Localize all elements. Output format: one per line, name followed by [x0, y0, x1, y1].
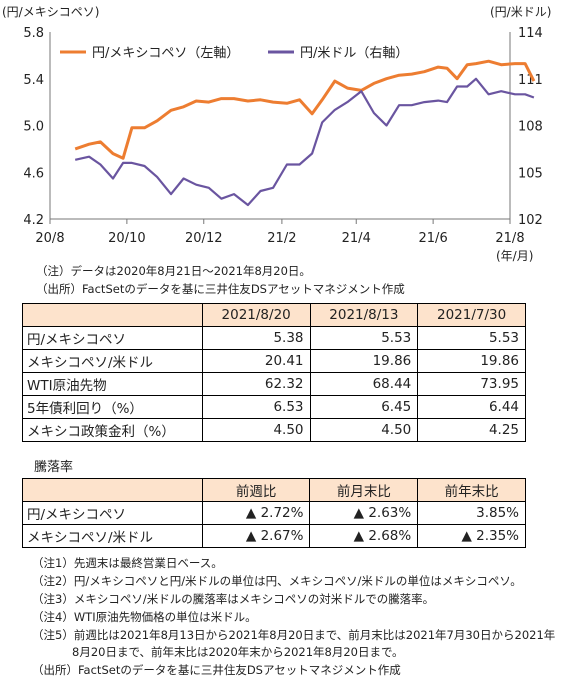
table-header-row: 前週比 前月末比 前年末比: [22, 478, 526, 502]
note-source-bottom: （出所）FactSetのデータを基に三井住友DSアセットマネジメント作成: [32, 663, 401, 677]
table-header-row: 2021/8/20 2021/8/13 2021/7/30: [22, 303, 526, 327]
x-tick-label: 21/8: [495, 231, 524, 246]
row-label: WTI原油先物: [22, 372, 203, 396]
line-chart: 4.2 4.6 5.0 5.4 5.8 102 105 108 111 114 20/8 20/10 2…: [23, 26, 543, 246]
table-header-cell: 2021/8/20: [201, 303, 311, 327]
x-tick-label: 20/10: [108, 231, 145, 246]
table-cell: 5.38: [201, 326, 311, 350]
y-left-tick-label: 5.8: [23, 26, 44, 41]
note-3: （注3）メキシコペソ/米ドルの騰落率はメキシコペソの対米ドルでの騰落率。: [32, 592, 435, 606]
table-cell: 73.95: [417, 372, 526, 396]
table-header-cell: 前月末比: [309, 478, 419, 502]
x-tick-label: 20/8: [35, 231, 64, 246]
y-left-tick-label: 4.2: [23, 213, 44, 228]
x-tick-label: 20/12: [185, 231, 222, 246]
series-mxn-jpy-line: [74, 59, 536, 160]
note-2: （注2）円/メキシコペソと円/米ドルの単位は円、メキシコペソ/米ドルの単位はメキ…: [32, 574, 522, 588]
table-header-cell: 2021/8/13: [309, 303, 419, 327]
table-cell: ▲ 2.72%: [201, 501, 311, 525]
table-cell: 4.50: [201, 418, 311, 442]
table-cell: 6.45: [309, 395, 419, 419]
table-row: メキシコ政策金利（%） 4.50 4.50 4.25: [22, 418, 526, 442]
table-cell: 4.25: [417, 418, 526, 442]
row-label: メキシコ政策金利（%）: [22, 418, 203, 442]
table-row: 円/メキシコペソ ▲ 2.72% ▲ 2.63% 3.85%: [22, 501, 526, 525]
x-axis-unit: (年/月): [496, 249, 534, 263]
row-label: 円/メキシコペソ: [22, 326, 203, 350]
change-rate-title: 騰落率: [34, 460, 74, 475]
right-axis-unit: (円/米ドル): [490, 5, 552, 19]
table-cell: ▲ 2.67%: [201, 524, 311, 548]
y-right-tick-label: 102: [518, 213, 543, 228]
y-right-tick-label: 108: [518, 120, 543, 135]
table-header-cell: 2021/7/30: [417, 303, 526, 327]
note-5: （注5）前週比は2021年8月13日から2021年8月20日まで、前月末比は20…: [32, 628, 556, 642]
table-cell: 6.44: [417, 395, 526, 419]
table-cell: 6.53: [201, 395, 311, 419]
table-row: 円/メキシコペソ 5.38 5.53 5.53: [22, 326, 526, 350]
legend-label: 円/米ドル（右軸）: [300, 46, 408, 61]
table-cell: 5.53: [417, 326, 526, 350]
table-cell: 19.86: [417, 349, 526, 373]
y-left-tick-label: 5.4: [23, 73, 44, 88]
table-row: WTI原油先物 62.32 68.44 73.95: [22, 372, 526, 396]
y-left-tick-label: 5.0: [23, 120, 44, 135]
table-cell: 20.41: [201, 349, 311, 373]
table-header-cell: 前年末比: [417, 478, 526, 502]
indicator-table: 2021/8/20 2021/8/13 2021/7/30 円/メキシコペソ 5…: [22, 303, 526, 442]
row-label: 円/メキシコペソ: [22, 501, 203, 525]
note-5-cont: 8月20日まで、前年末比は2020年末から2021年8月20日まで。: [72, 645, 404, 659]
table-cell: ▲ 2.35%: [417, 524, 526, 548]
table-cell: 3.85%: [417, 501, 526, 525]
note-source-top: （出所）FactSetのデータを基に三井住友DSアセットマネジメント作成: [36, 282, 405, 296]
table-cell: 4.50: [309, 418, 419, 442]
table-cell: 19.86: [309, 349, 419, 373]
table-cell: ▲ 2.63%: [309, 501, 419, 525]
y-left-tick-label: 4.6: [23, 166, 44, 181]
y-right-tick-label: 114: [518, 26, 543, 41]
table-cell: 62.32: [201, 372, 311, 396]
table-cell: 68.44: [309, 372, 419, 396]
left-axis-unit: (円/メキシコペソ): [2, 5, 100, 19]
table-cell: 5.53: [309, 326, 419, 350]
y-right-tick-label: 111: [518, 73, 543, 88]
table-row: 5年債利回り（%） 6.53 6.45 6.44: [22, 395, 526, 419]
y-right-tick-label: 105: [518, 166, 543, 181]
row-label: メキシコペソ/米ドル: [22, 524, 203, 548]
table-header-cell: 前週比: [201, 478, 311, 502]
note-4: （注4）WTI原油先物価格の単位は米ドル。: [32, 610, 257, 624]
table-row: メキシコペソ/米ドル 20.41 19.86 19.86: [22, 349, 526, 373]
table-row: メキシコペソ/米ドル ▲ 2.67% ▲ 2.68% ▲ 2.35%: [22, 524, 526, 548]
table-header-cell: [22, 478, 203, 502]
row-label: 5年債利回り（%）: [22, 395, 203, 419]
table-cell: ▲ 2.68%: [309, 524, 419, 548]
note-data-period: （注）データは2020年8月21日～2021年8月20日。: [36, 264, 311, 278]
row-label: メキシコペソ/米ドル: [22, 349, 203, 373]
x-tick-label: 21/4: [342, 231, 371, 246]
x-tick-label: 21/6: [419, 231, 448, 246]
note-1: （注1）先週末は最終営業日ベース。: [32, 556, 223, 570]
change-rate-table: 前週比 前月末比 前年末比 円/メキシコペソ ▲ 2.72% ▲ 2.63% 3…: [22, 478, 526, 548]
series-usd-jpy-line: [74, 77, 535, 207]
x-tick-label: 21/2: [267, 231, 296, 246]
legend-label: 円/メキシコペソ（左軸）: [92, 46, 239, 61]
table-header-cell: [22, 303, 203, 327]
